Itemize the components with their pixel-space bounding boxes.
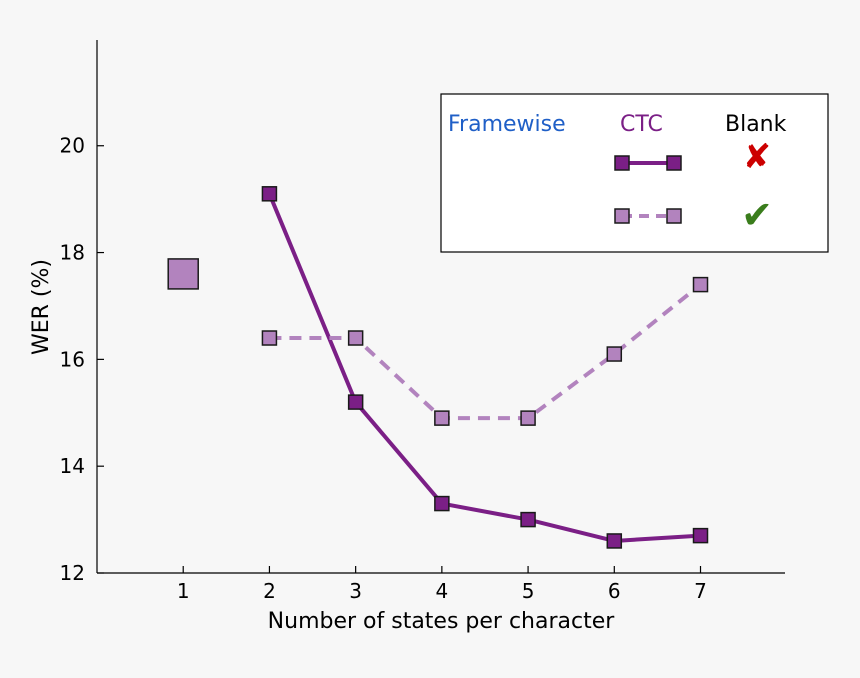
data-point-without_blank [606,346,623,362]
cross-icon: ✘ [743,137,772,177]
data-point-framewise [167,258,199,290]
legend-framewise-label: Framewise [448,112,566,137]
data-point-without_blank [261,330,278,346]
legend: Framewise CTC Blank ✘ ✔ [440,93,829,253]
x-tick-label: 6 [608,579,621,603]
x-tick-label: 3 [349,579,362,603]
legend-row-without-blank [614,208,682,224]
legend-marker-with_blank [666,155,682,171]
series-without_blank [261,276,709,426]
y-tick-label: 16 [60,347,85,371]
series-layer [167,186,709,549]
check-icon: ✔ [741,193,773,237]
x-tick-label: 5 [522,579,535,603]
legend-marker-without_blank [614,208,630,224]
data-point-without_blank [520,410,536,426]
y-tick-label: 18 [60,241,85,265]
y-tick-label: 12 [60,561,85,585]
y-ticks: 12 14 16 18 20 [60,134,104,585]
data-point-with_blank [347,394,364,410]
x-tick-label: 4 [435,579,448,603]
x-axis-title: Number of states per character [268,609,616,634]
y-tick-label: 20 [60,134,85,158]
x-tick-label: 1 [177,579,190,603]
legend-ctc-label: CTC [620,112,663,137]
data-point-without_blank [434,410,450,426]
data-point-without_blank [692,276,709,293]
data-point-with_blank [434,495,450,512]
series-line-with_blank [267,193,701,543]
series-line-without_blank [269,283,702,421]
legend-marker-with_blank [614,155,630,171]
y-axis-title: WER (%) [29,259,54,355]
legend-box [440,93,829,253]
x-tick-label: 7 [694,579,707,603]
x-ticks: 1 2 3 4 5 6 7 [177,566,707,603]
x-tick-label: 2 [263,579,276,603]
data-point-with_blank [606,533,623,549]
legend-blank-label: Blank [725,112,787,137]
y-tick-label: 14 [60,454,85,478]
data-point-with_blank [261,186,278,202]
axes [96,40,785,574]
series-with_blank [261,186,709,549]
data-point-with_blank [692,527,709,544]
legend-marker-without_blank [666,208,682,224]
data-point-without_blank [347,330,364,346]
data-point-with_blank [520,511,536,528]
legend-row-with-blank [614,155,682,171]
